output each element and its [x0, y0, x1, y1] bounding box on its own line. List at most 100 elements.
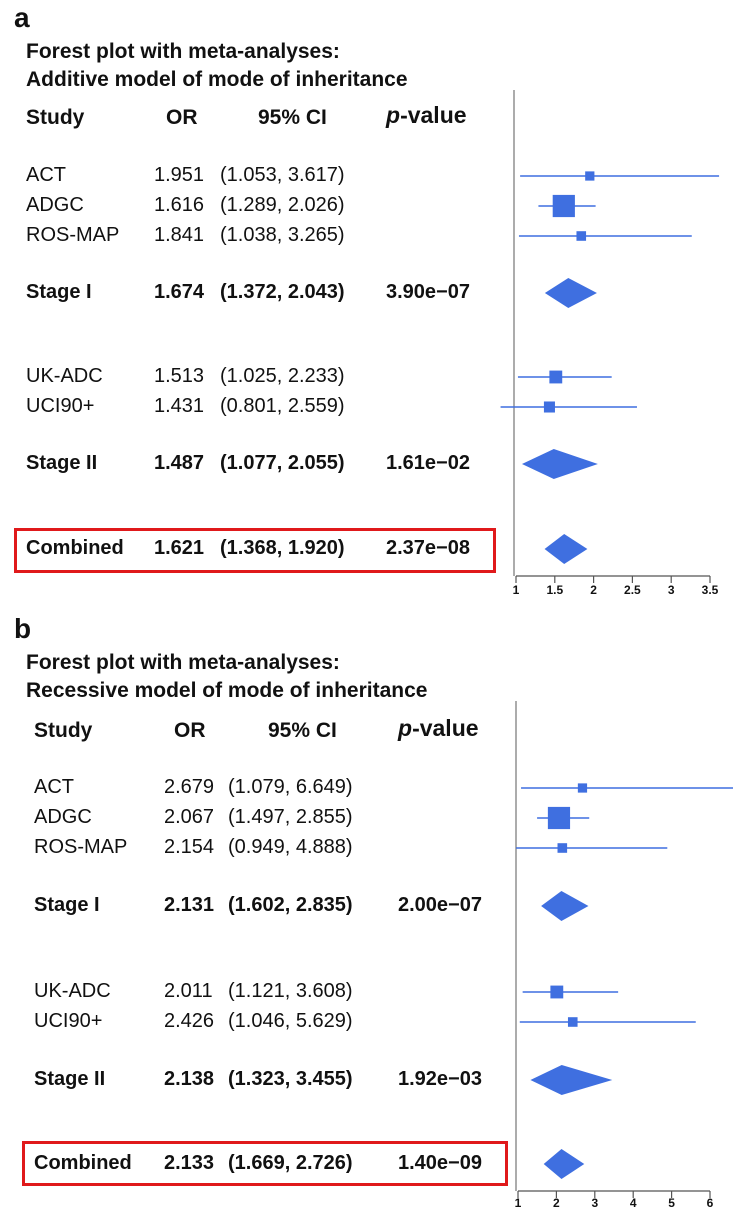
- row-stage-ii-p: 1.61e−02: [386, 452, 470, 474]
- row-combined-p: 2.37e−08: [386, 537, 470, 559]
- row-uci90--study: UCI90+: [34, 1010, 103, 1032]
- row-act-ci: (1.079, 6.649): [228, 776, 353, 798]
- row-uci90--study: UCI90+: [26, 395, 95, 417]
- row-ros-map-or: 2.154: [164, 836, 215, 858]
- panel-b: b Forest plot with meta-analyses: Recess…: [0, 611, 734, 1222]
- row-adgc-ci: (1.289, 2.026): [220, 194, 345, 216]
- row-stage-ii-p: 1.92e−03: [398, 1068, 482, 1090]
- row-stage-ii-study: Stage II: [26, 452, 98, 474]
- combined-highlight-box: [22, 1141, 508, 1186]
- x-tick-label: 1: [515, 1196, 522, 1210]
- point-estimate-uci90-: [567, 1017, 578, 1027]
- combined-highlight-box: [14, 528, 496, 573]
- row-combined-or: 2.133: [164, 1152, 215, 1174]
- header-or: OR: [174, 719, 206, 742]
- summary-diamond-stage-i: [541, 891, 589, 921]
- row-uk-adc-or: 2.011: [164, 980, 213, 1002]
- header-ci: 95% CI: [268, 719, 337, 742]
- summary-diamond-stage-ii: [530, 1065, 613, 1095]
- row-stage-i-p: 3.90e−07: [386, 281, 470, 303]
- row-act-or: 1.951: [154, 164, 205, 186]
- header-p-italic: p: [386, 102, 401, 128]
- row-uci90--ci: (1.046, 5.629): [228, 1010, 353, 1032]
- row-combined-p: 1.40e−09: [398, 1152, 482, 1174]
- x-tick-label: 3: [668, 583, 675, 597]
- x-tick-label: 6: [707, 1196, 714, 1210]
- x-tick-label: 1: [513, 583, 520, 597]
- header-study: Study: [26, 106, 85, 129]
- row-ros-map-study: ROS-MAP: [34, 836, 128, 858]
- header-study: Study: [34, 719, 93, 742]
- row-stage-i-ci: (1.372, 2.043): [220, 281, 345, 303]
- point-estimate-act: [577, 783, 588, 793]
- header-or: OR: [166, 106, 198, 129]
- row-act-or: 2.679: [164, 776, 215, 798]
- x-tick-label: 2: [590, 583, 597, 597]
- x-tick-label: 5: [668, 1196, 675, 1210]
- point-estimate-act: [585, 171, 595, 181]
- summary-diamond-combined: [544, 534, 588, 564]
- row-uk-adc-ci: (1.025, 2.233): [220, 365, 345, 387]
- row-adgc-ci: (1.497, 2.855): [228, 806, 353, 828]
- forest-plot-a: 1 1.5 2 2.5 3 3.5: [500, 90, 720, 597]
- point-estimate-adgc: [547, 806, 571, 830]
- row-uk-adc-study: UK-ADC: [26, 365, 103, 387]
- point-estimate-ros-map: [576, 231, 587, 241]
- panel-title-line2: Additive model of mode of inheritance: [26, 68, 408, 91]
- row-stage-i-p: 2.00e−07: [398, 894, 482, 916]
- row-uci90--or: 2.426: [164, 1010, 215, 1032]
- row-stage-ii-or: 2.138: [164, 1068, 215, 1090]
- panel-title-line1: Forest plot with meta-analyses:: [26, 651, 340, 674]
- panel-title-line2: Recessive model of mode of inheritance: [26, 679, 428, 702]
- summary-diamond-combined: [543, 1149, 585, 1179]
- row-stage-i-study: Stage I: [34, 894, 100, 916]
- summary-diamond-stage-ii: [521, 449, 598, 479]
- x-tick-label: 2: [553, 1196, 560, 1210]
- row-adgc-study: ADGC: [26, 194, 84, 216]
- header-p-rest: -value: [412, 715, 479, 741]
- x-tick-label: 4: [630, 1196, 637, 1210]
- row-combined-or: 1.621: [154, 537, 205, 559]
- row-uk-adc-or: 1.513: [154, 365, 205, 387]
- row-ros-map-or: 1.841: [154, 224, 205, 246]
- row-stage-ii-ci: (1.077, 2.055): [220, 452, 345, 474]
- point-estimate-adgc: [552, 194, 575, 218]
- row-stage-ii-or: 1.487: [154, 452, 205, 474]
- x-tick-label: 2.5: [624, 583, 641, 597]
- row-ros-map-ci: (1.038, 3.265): [220, 224, 345, 246]
- row-combined-ci: (1.368, 1.920): [220, 537, 345, 559]
- row-stage-i-ci: (1.602, 2.835): [228, 894, 353, 916]
- row-act-study: ACT: [26, 164, 66, 186]
- row-uk-adc-study: UK-ADC: [34, 980, 111, 1002]
- row-act-ci: (1.053, 3.617): [220, 164, 345, 186]
- row-act-study: ACT: [34, 776, 74, 798]
- row-adgc-study: ADGC: [34, 806, 92, 828]
- row-stage-i-or: 2.131: [164, 894, 215, 916]
- header-p-value: p-value: [386, 102, 467, 129]
- header-p-italic: p: [398, 715, 413, 741]
- summary-diamond-stage-i: [544, 278, 597, 308]
- row-combined-study: Combined: [34, 1152, 132, 1174]
- panel-letter: b: [14, 613, 32, 644]
- point-estimate-uk-adc: [550, 985, 564, 999]
- row-stage-ii-ci: (1.323, 3.455): [228, 1068, 353, 1090]
- x-tick-label: 3.5: [702, 583, 719, 597]
- row-stage-i-study: Stage I: [26, 281, 92, 303]
- row-uci90--or: 1.431: [154, 395, 205, 417]
- row-combined-study: Combined: [26, 537, 124, 559]
- x-tick-label: 1.5: [546, 583, 563, 597]
- header-ci: 95% CI: [258, 106, 327, 129]
- row-ros-map-study: ROS-MAP: [26, 224, 120, 246]
- row-stage-i-or: 1.674: [154, 281, 205, 303]
- row-stage-ii-study: Stage II: [34, 1068, 106, 1090]
- row-combined-ci: (1.669, 2.726): [228, 1152, 353, 1174]
- row-adgc-or: 2.067: [164, 806, 215, 828]
- panel-letter: a: [14, 2, 30, 33]
- row-uci90--ci: (0.801, 2.559): [220, 395, 345, 417]
- row-uk-adc-ci: (1.121, 3.608): [228, 980, 353, 1002]
- point-estimate-uk-adc: [549, 370, 563, 384]
- row-adgc-or: 1.616: [154, 194, 205, 216]
- forest-plot-b: 1 2 3 4 5 6: [515, 701, 733, 1210]
- point-estimate-ros-map: [557, 843, 568, 853]
- x-tick-label: 3: [591, 1196, 598, 1210]
